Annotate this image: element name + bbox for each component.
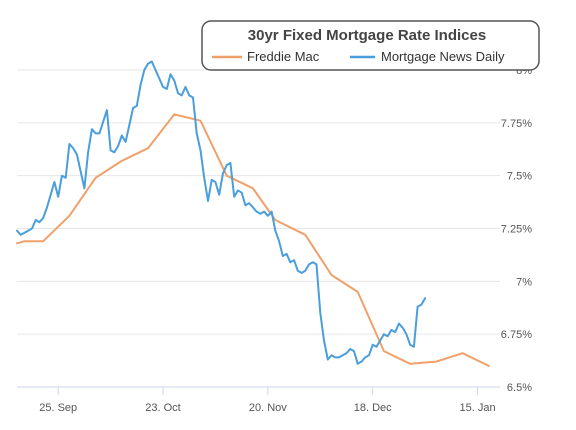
x-tick-label: 20. Nov [249, 402, 287, 414]
y-tick-label: 7.5% [507, 171, 532, 183]
y-tick-label: 7.25% [501, 224, 532, 236]
chart-title: 30yr Fixed Mortgage Rate Indices [248, 27, 486, 44]
y-tick-label: 6.5% [507, 382, 532, 394]
x-tick-label: 25. Sep [39, 402, 77, 414]
y-axis-tick-labels: 6.5%6.75%7%7.25%7.5%7.75%8% [501, 65, 532, 394]
legend-box: 30yr Fixed Mortgage Rate Indices Freddie… [201, 20, 540, 71]
x-tick-marks [57, 387, 479, 395]
series-lines [16, 60, 490, 367]
gridlines [17, 69, 500, 388]
y-tick-label: 6.75% [501, 329, 532, 341]
legend-label-mortgage-news-daily[interactable]: Mortgage News Daily [381, 49, 505, 64]
y-tick-label: 7% [516, 276, 532, 288]
x-tick-label: 15. Jan [459, 402, 495, 414]
series-line-freddie-mac [16, 113, 490, 367]
x-axis-tick-labels: 25. Sep 23. Oct 20. Nov 18. Dec 15. Jan [39, 402, 495, 414]
legend-frame [201, 20, 540, 71]
series-line-mortgage-news-daily [16, 60, 427, 365]
y-tick-label: 7.75% [501, 118, 532, 130]
legend-label-freddie-mac[interactable]: Freddie Mac [247, 49, 320, 64]
x-tick-label: 23. Oct [145, 402, 180, 414]
x-tick-label: 18. Dec [354, 402, 392, 414]
